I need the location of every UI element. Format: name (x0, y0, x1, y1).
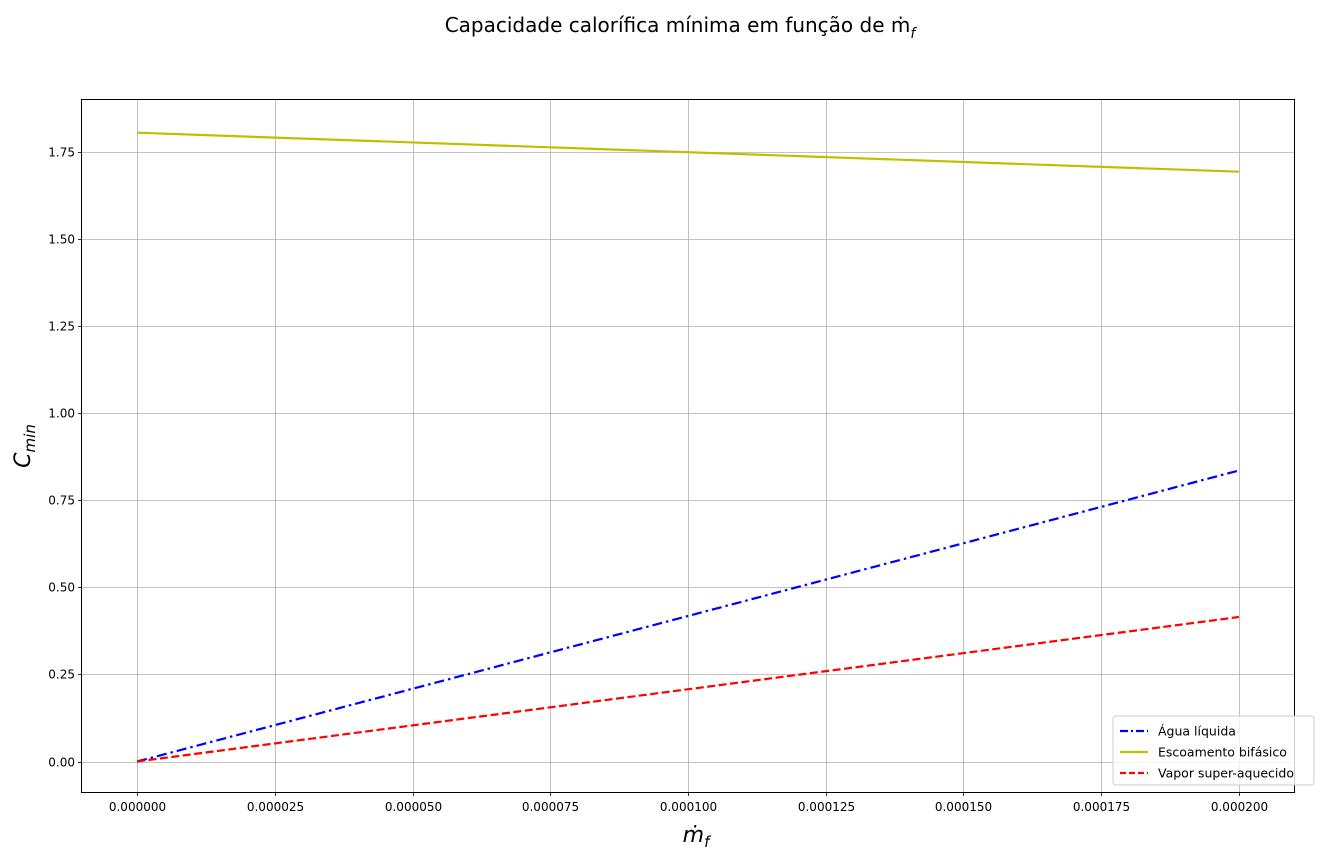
x-axis-label-subscript: f (704, 833, 712, 851)
legend: Água líquida Escoamento bifásico Vapor sup… (1112, 715, 1315, 786)
series-line-3 (136, 615, 1240, 763)
y-tick-label: 0.25 (48, 668, 75, 682)
x-axis-ticks: 0.000000 0.000025 0.000050 0.000075 0.000100… (109, 792, 1268, 814)
x-tick-label: 0.000200 (1211, 800, 1268, 814)
y-tick-label: 0.75 (48, 494, 75, 508)
legend-label-1: Água líquida (1158, 724, 1236, 739)
x-tick-label: 0.000025 (247, 800, 304, 814)
y-axis-ticks: 0.00 0.25 0.50 0.75 1.00 1.25 1.50 1.75 (48, 146, 82, 770)
x-tick-label: 0.000175 (1073, 800, 1130, 814)
x-axis-label: ṁf (683, 823, 712, 851)
x-tick-label: 0.000050 (385, 800, 442, 814)
x-tick-label: 0.000150 (935, 800, 992, 814)
plot-frame (81, 99, 1295, 793)
y-tick-label: 1.00 (48, 407, 75, 421)
legend-label-2: Escoamento bifásico (1158, 745, 1287, 760)
legend-box (1112, 715, 1315, 786)
x-tick-label: 0.000125 (798, 800, 855, 814)
series-line-2 (137, 131, 1239, 173)
y-tick-label: 0.50 (48, 581, 75, 595)
series-line-1 (136, 469, 1240, 763)
y-axis-label: Cmin (11, 424, 39, 468)
legend-label-3: Vapor super-aquecido (1158, 766, 1294, 781)
x-tick-label: 0.000075 (522, 800, 579, 814)
x-tick-label: 0.000000 (109, 800, 166, 814)
y-tick-label: 1.25 (48, 320, 75, 334)
x-tick-label: 0.000100 (660, 800, 717, 814)
y-tick-label: 1.75 (48, 146, 75, 160)
chart-title: Capacidade calorífica mínima em função d… (445, 13, 918, 42)
y-axis-label-subscript: min (21, 424, 39, 452)
y-tick-label: 1.50 (48, 233, 75, 247)
chart-title-subscript: f (910, 26, 917, 42)
series-layer (136, 131, 1240, 763)
y-tick-label: 0.00 (48, 756, 75, 770)
